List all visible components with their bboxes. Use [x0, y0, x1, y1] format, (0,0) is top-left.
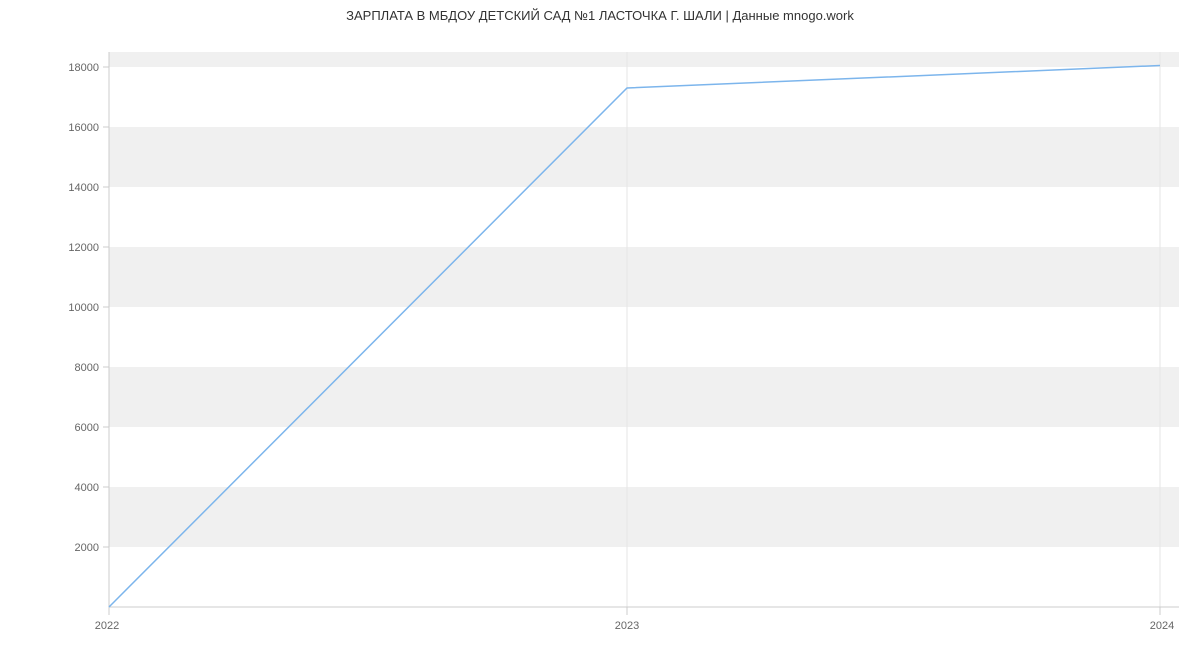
chart-svg: 2000 4000 6000 8000 10000 12000 14000 16000 1800… [0, 27, 1200, 647]
svg-text:2023: 2023 [615, 620, 639, 632]
svg-text:10000: 10000 [68, 302, 99, 314]
svg-text:2000: 2000 [75, 542, 99, 554]
salary-chart: ЗАРПЛАТА В МБДОУ ДЕТСКИЙ САД №1 ЛАСТОЧКА… [0, 0, 1200, 650]
chart-title: ЗАРПЛАТА В МБДОУ ДЕТСКИЙ САД №1 ЛАСТОЧКА… [0, 0, 1200, 27]
svg-text:12000: 12000 [68, 242, 99, 254]
svg-text:18000: 18000 [68, 62, 99, 74]
svg-text:6000: 6000 [75, 422, 99, 434]
svg-text:16000: 16000 [68, 122, 99, 134]
svg-text:14000: 14000 [68, 182, 99, 194]
svg-text:8000: 8000 [75, 362, 99, 374]
svg-text:2022: 2022 [95, 620, 119, 632]
svg-text:2024: 2024 [1150, 620, 1174, 632]
svg-text:4000: 4000 [75, 482, 99, 494]
